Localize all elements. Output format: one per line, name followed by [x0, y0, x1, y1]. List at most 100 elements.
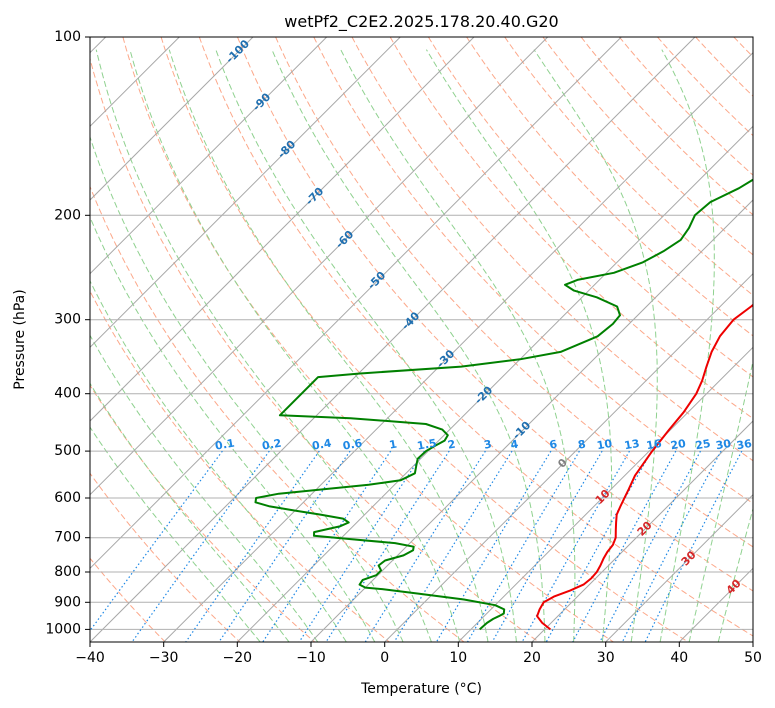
plot-area: -100-90-80-70-60-50-40-30-20-10010203040… [90, 37, 754, 642]
dry-adiabat [90, 557, 166, 642]
isotherm-line [90, 37, 254, 201]
dry-adiabat [90, 185, 465, 642]
x-tick-label: 20 [523, 650, 541, 666]
moist-adiabat [90, 135, 404, 642]
moist-adiabat [659, 49, 715, 642]
dry-adiabat [351, 37, 753, 462]
mixing-ratio-label: 1.5 [416, 437, 437, 453]
mixing-ratio-label: 20 [670, 437, 688, 453]
y-tick-label: 500 [54, 443, 81, 459]
moist-adiabat [90, 279, 347, 642]
isotherm-line [90, 37, 696, 642]
mixing-ratio-label: 36 [736, 437, 754, 453]
mixing-ratio-lines [90, 450, 743, 642]
isotherm-line [310, 199, 753, 642]
mixing-ratio-label: 30 [715, 437, 733, 453]
isotherm-line [457, 346, 753, 642]
y-axis-ticks: 100 200 300 400 500 600 700 800 900 1000 [45, 29, 90, 637]
mixing-ratio-label: 2 [447, 438, 457, 452]
dry-adiabats [90, 37, 753, 642]
isotherm-line [384, 272, 753, 642]
mixing-ratio-label: 25 [694, 437, 711, 452]
moist-adiabat [95, 49, 432, 642]
mixing-ratio-line [599, 450, 702, 642]
x-tick-label: 50 [744, 650, 762, 666]
mixing-ratio-line [491, 450, 603, 642]
mixing-ratio-line [90, 450, 223, 632]
mixing-ratio-line [621, 450, 722, 642]
mixing-ratio-line [644, 450, 743, 642]
moist-adiabat [90, 426, 261, 642]
mixing-ratio-line [262, 450, 392, 642]
mixing-ratio-label: 0.1 [214, 437, 235, 453]
dry-adiabat [275, 37, 753, 548]
x-tick-label: 10 [449, 650, 467, 666]
y-tick-label: 700 [54, 530, 81, 546]
x-axis-ticks: −40 −30 −20 −10 0 10 20 30 40 50 [75, 642, 762, 666]
isotherm-line [90, 37, 401, 349]
sounding-series [254, 178, 753, 631]
y-tick-label: 400 [54, 386, 81, 402]
moist-adiabat [90, 382, 290, 642]
x-axis-label: Temperature (°C) [360, 681, 482, 697]
mixing-ratio-label: 1 [388, 438, 398, 452]
moist-adiabat [129, 49, 461, 642]
mixing-ratio-line [298, 450, 425, 642]
mixing-ratio-label: 0.4 [311, 437, 333, 453]
y-tick-label: 800 [54, 564, 81, 580]
temperature-profile-line [536, 303, 753, 631]
y-tick-label: 900 [54, 594, 81, 610]
isotherm-line [236, 125, 753, 642]
isotherm-line [531, 420, 753, 642]
y-tick-label: 300 [54, 312, 81, 328]
y-axis-label: Pressure (hPa) [12, 289, 28, 389]
mixing-ratio-label: 3 [483, 438, 493, 452]
dry-adiabat [313, 37, 753, 505]
mixing-ratio-label: 4 [509, 438, 519, 452]
x-tick-label: 30 [597, 650, 615, 666]
mixing-ratio-label: 0.2 [261, 437, 282, 453]
isotherm-line [90, 37, 328, 275]
mixing-ratio-line [393, 450, 513, 642]
moist-adiabat [168, 49, 489, 642]
mixing-ratio-line [185, 450, 320, 642]
mixing-ratio-label: 13 [623, 437, 640, 452]
mixing-ratio-line [521, 450, 631, 642]
moist-adiabat [90, 215, 376, 642]
y-tick-label: 200 [54, 207, 81, 223]
dry-adiabat [466, 37, 753, 337]
isotherm-line [605, 493, 753, 642]
x-tick-label: −40 [75, 650, 105, 666]
mixing-ratio-label: 0.6 [342, 437, 364, 453]
x-tick-label: 40 [670, 650, 688, 666]
x-tick-label: −30 [149, 650, 179, 666]
mixing-ratio-label: 8 [577, 438, 587, 452]
isotherm-line [90, 37, 622, 570]
isotherm-line [90, 37, 475, 422]
mixing-ratio-line [545, 450, 653, 642]
y-tick-label: 600 [54, 490, 81, 506]
mixing-ratio-label: 16 [645, 437, 663, 453]
dry-adiabat [90, 56, 540, 642]
dry-adiabat [237, 37, 753, 592]
mixing-ratio-line [218, 450, 351, 642]
moist-adiabat [215, 49, 517, 642]
dewpoint-profile-line [254, 178, 753, 631]
dry-adiabat [504, 37, 753, 296]
x-tick-label: −20 [223, 650, 253, 666]
dry-adiabat [90, 290, 390, 642]
isotherms [90, 37, 753, 642]
mixing-ratio-label: 10 [596, 437, 614, 453]
moist-adiabat [340, 49, 576, 642]
y-tick-label: 1000 [45, 621, 81, 637]
pressure-gridlines [90, 37, 753, 630]
dry-adiabat [90, 472, 241, 642]
moist-adiabat [533, 49, 658, 642]
moist-adiabat [271, 49, 546, 642]
isotherm-line [752, 641, 753, 642]
y-tick-label: 100 [54, 29, 81, 45]
moist-adiabat [688, 358, 753, 642]
x-tick-label: −10 [296, 650, 326, 666]
isotherm-line [90, 37, 549, 496]
